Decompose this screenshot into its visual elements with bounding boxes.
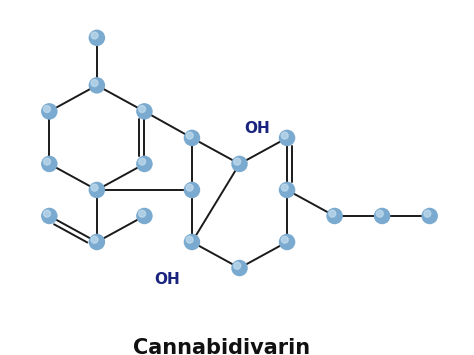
Circle shape [421, 208, 438, 224]
Circle shape [326, 208, 343, 224]
Circle shape [91, 236, 98, 243]
Circle shape [234, 262, 241, 269]
Circle shape [279, 130, 295, 146]
Circle shape [136, 156, 153, 172]
Circle shape [89, 234, 105, 250]
Circle shape [231, 260, 248, 276]
Circle shape [279, 182, 295, 198]
Circle shape [89, 77, 105, 94]
Text: OH: OH [155, 272, 180, 287]
Circle shape [329, 210, 336, 217]
Circle shape [44, 158, 51, 165]
Circle shape [184, 182, 200, 198]
Circle shape [281, 184, 288, 191]
Circle shape [281, 132, 288, 139]
Circle shape [44, 210, 51, 217]
Circle shape [184, 234, 200, 250]
Circle shape [136, 208, 153, 224]
Circle shape [186, 184, 193, 191]
Circle shape [234, 158, 241, 165]
Circle shape [138, 158, 146, 165]
Circle shape [91, 184, 98, 191]
Text: Cannabidivarin: Cannabidivarin [133, 338, 310, 355]
Circle shape [136, 103, 153, 120]
Circle shape [138, 105, 146, 113]
Circle shape [376, 210, 383, 217]
Circle shape [186, 236, 193, 243]
Circle shape [89, 29, 105, 46]
Circle shape [424, 210, 431, 217]
Circle shape [138, 210, 146, 217]
Circle shape [231, 156, 248, 172]
Circle shape [89, 182, 105, 198]
Circle shape [41, 103, 57, 120]
Text: OH: OH [245, 121, 270, 136]
Circle shape [41, 208, 57, 224]
Circle shape [281, 236, 288, 243]
Circle shape [91, 32, 98, 39]
Circle shape [41, 156, 57, 172]
Circle shape [279, 234, 295, 250]
Circle shape [44, 105, 51, 113]
Circle shape [374, 208, 391, 224]
Circle shape [184, 130, 200, 146]
Circle shape [186, 132, 193, 139]
Circle shape [91, 80, 98, 87]
